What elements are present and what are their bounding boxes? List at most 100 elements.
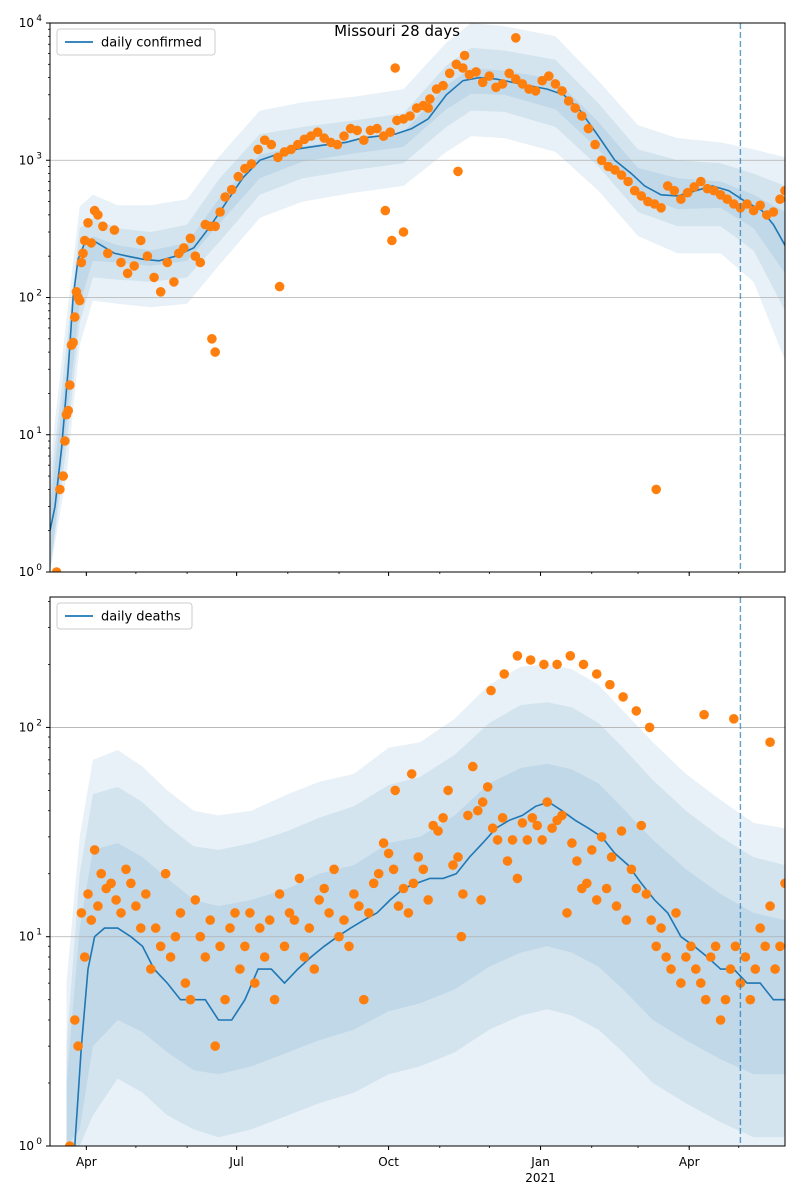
observed-point <box>165 952 176 962</box>
observed-point <box>423 895 434 905</box>
observed-point <box>631 883 642 894</box>
observed-point <box>722 194 732 204</box>
observed-point <box>364 908 374 918</box>
observed-point <box>387 235 397 246</box>
observed-point <box>626 864 637 875</box>
observed-point <box>226 184 237 195</box>
y-tick-exponent: 2 <box>36 718 42 728</box>
observed-point <box>312 127 323 137</box>
observed-point <box>111 895 121 905</box>
observed-point <box>210 1041 220 1051</box>
observed-point <box>116 257 126 268</box>
observed-point <box>557 810 567 821</box>
observed-point <box>368 878 379 889</box>
observed-point <box>433 826 443 836</box>
x-tick-label: Jul <box>228 1155 243 1169</box>
observed-point <box>349 889 359 899</box>
observed-point <box>129 261 139 271</box>
observed-point <box>606 852 617 862</box>
observed-point <box>185 994 196 1005</box>
observed-point <box>765 901 775 911</box>
observed-point <box>334 931 344 942</box>
observed-point <box>616 170 627 180</box>
observed-point <box>83 218 93 228</box>
observed-point <box>372 123 382 134</box>
observed-point <box>476 895 486 905</box>
observed-point <box>279 941 290 952</box>
observed-point <box>572 856 582 866</box>
observed-point <box>578 659 589 670</box>
observed-point <box>142 251 153 261</box>
observed-point <box>175 908 186 918</box>
observed-point <box>666 964 676 974</box>
observed-point <box>309 964 320 974</box>
observed-point <box>86 238 97 248</box>
observed-point <box>618 692 628 702</box>
observed-point <box>636 820 647 831</box>
observed-point <box>748 205 759 216</box>
observed-point <box>74 295 85 306</box>
observed-point <box>502 856 513 866</box>
observed-point <box>438 80 448 91</box>
observed-point <box>185 233 196 244</box>
observed-point <box>525 655 536 665</box>
observed-point <box>245 908 255 918</box>
observed-point <box>517 79 528 89</box>
observed-point <box>458 63 468 73</box>
observed-point <box>542 797 552 807</box>
observed-point <box>623 176 633 187</box>
observed-point <box>418 864 429 875</box>
observed-point <box>169 277 179 287</box>
observed-point <box>591 669 602 679</box>
observed-point <box>63 405 73 416</box>
observed-point <box>471 67 481 77</box>
observed-point <box>79 952 90 962</box>
observed-point <box>373 868 384 879</box>
observed-point <box>425 94 435 104</box>
observed-point <box>550 79 561 89</box>
legend-label: daily deaths <box>101 610 181 625</box>
observed-point <box>567 838 577 848</box>
observed-point <box>651 484 661 495</box>
observed-point <box>780 185 785 196</box>
observed-point <box>590 139 600 150</box>
observed-point <box>413 852 424 862</box>
observed-point <box>106 878 116 889</box>
observed-point <box>274 889 285 899</box>
observed-point <box>459 50 470 61</box>
y-tick-exponent: 0 <box>36 1137 42 1147</box>
observed-point <box>646 915 656 925</box>
y-tick-base: 10 <box>19 291 34 305</box>
observed-point <box>705 952 716 962</box>
observed-point <box>86 915 97 925</box>
observed-point <box>656 923 666 933</box>
observed-point <box>286 144 296 155</box>
observed-point <box>136 923 146 933</box>
figure-title: Missouri 28 days <box>334 22 460 40</box>
y-tick-base: 10 <box>19 930 34 944</box>
y-tick-base: 10 <box>19 720 34 734</box>
observed-point <box>577 111 587 121</box>
observed-point <box>155 941 166 952</box>
observed-point <box>220 994 230 1005</box>
observed-point <box>403 908 414 918</box>
observed-point <box>332 139 343 150</box>
observed-point <box>497 79 508 89</box>
observed-point <box>254 923 265 933</box>
observed-point <box>233 171 244 182</box>
observed-point <box>423 103 434 113</box>
observed-point <box>547 823 557 833</box>
observed-point <box>582 878 592 889</box>
observed-point <box>482 782 493 792</box>
observed-point <box>170 931 181 942</box>
observed-point <box>486 685 496 696</box>
uncertainty-band-3 <box>66 763 785 1146</box>
observed-point <box>661 952 671 962</box>
observed-point <box>463 810 473 821</box>
observed-point <box>725 964 736 974</box>
observed-point <box>220 192 230 202</box>
legend-box <box>56 602 193 630</box>
observed-point <box>150 923 161 933</box>
observed-point <box>155 287 166 297</box>
observed-point <box>636 191 647 201</box>
